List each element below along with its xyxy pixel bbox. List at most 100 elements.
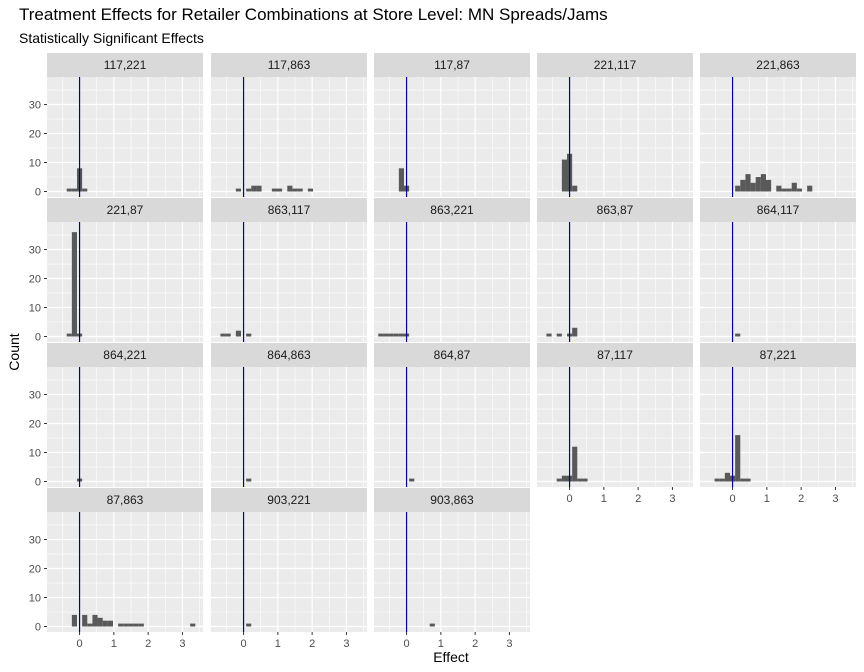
- histogram-bar: [714, 478, 720, 482]
- histogram-bar: [107, 620, 113, 627]
- histogram-bar: [807, 185, 813, 192]
- histogram-bar: [256, 185, 262, 192]
- y-tick-label: 10: [29, 593, 41, 605]
- histogram-bar: [791, 182, 797, 192]
- histogram-bar: [766, 179, 772, 192]
- histogram-bar: [246, 333, 252, 337]
- histogram-bar: [71, 614, 77, 627]
- facet-label: 864,87: [434, 348, 471, 362]
- facet-strip: [700, 198, 856, 222]
- histogram-bar: [138, 623, 144, 627]
- histogram-bar: [398, 333, 404, 337]
- x-tick-label: 2: [145, 638, 151, 650]
- histogram-bar: [745, 478, 751, 482]
- facet-label: 117,87: [434, 58, 470, 72]
- facet-label: 864,863: [267, 348, 311, 362]
- facet-strip: [374, 198, 530, 222]
- panel-background: [537, 77, 693, 197]
- facet-strip: [374, 53, 530, 77]
- y-tick-label: 20: [29, 274, 41, 286]
- facet-strip: [211, 343, 367, 367]
- histogram-bar: [292, 188, 298, 192]
- x-tick-label: 1: [601, 493, 607, 505]
- histogram-bar: [561, 159, 567, 192]
- histogram-bar: [781, 188, 787, 192]
- histogram-bar: [735, 333, 741, 337]
- facet-label: 903,863: [430, 493, 474, 507]
- histogram-bar: [128, 623, 134, 627]
- panel-background: [374, 222, 530, 342]
- histogram-bar: [246, 188, 252, 192]
- panel-background: [211, 77, 367, 197]
- histogram-bar: [409, 478, 415, 482]
- facet-label: 87,117: [597, 348, 633, 362]
- histogram-bar: [220, 333, 226, 337]
- facet-strip: [537, 53, 693, 77]
- histogram-bar: [429, 623, 435, 627]
- histogram-bar: [582, 478, 588, 482]
- histogram-bar: [287, 185, 293, 192]
- histogram-bar: [246, 478, 252, 482]
- x-tick-label: 2: [798, 493, 804, 505]
- histogram-bar: [235, 188, 241, 192]
- panel-background: [700, 77, 856, 197]
- histogram-bar: [66, 188, 72, 192]
- histogram-bar: [378, 333, 384, 337]
- histogram-bar: [102, 620, 108, 627]
- panel-background: [374, 77, 530, 197]
- y-tick-label: 30: [29, 535, 41, 547]
- histogram-bar: [796, 188, 802, 192]
- x-tick-label: 0: [241, 638, 247, 650]
- y-tick-label: 0: [35, 476, 41, 488]
- panel-background: [537, 222, 693, 342]
- histogram-bar: [133, 623, 139, 627]
- histogram-bar: [572, 185, 578, 192]
- panel-background: [374, 367, 530, 487]
- panel-background: [47, 222, 203, 342]
- facet-strip: [700, 343, 856, 367]
- panel-background: [47, 77, 203, 197]
- facet-strip: [47, 343, 203, 367]
- histogram-bar: [556, 478, 562, 482]
- histogram-bar: [546, 333, 552, 337]
- x-tick-label: 3: [669, 493, 675, 505]
- histogram-bar: [251, 185, 257, 192]
- facet-strip: [47, 198, 203, 222]
- histogram-bar: [190, 623, 196, 627]
- histogram-bar: [745, 174, 751, 192]
- y-tick-label: 20: [29, 129, 41, 141]
- histogram-bar: [561, 475, 567, 482]
- facet-label: 221,863: [756, 58, 800, 72]
- histogram-bar: [66, 333, 72, 337]
- facet-label: 87,221: [760, 348, 797, 362]
- facet-strip: [211, 488, 367, 512]
- panel-background: [700, 222, 856, 342]
- histogram-bar: [71, 232, 77, 337]
- x-axis-title: Effect: [433, 649, 469, 665]
- histogram-bar: [577, 478, 583, 482]
- x-tick-label: 0: [567, 493, 573, 505]
- x-tick-label: 2: [472, 638, 478, 650]
- x-tick-label: 0: [77, 638, 83, 650]
- histogram-bar: [572, 327, 578, 337]
- histogram-bar: [750, 182, 756, 192]
- x-tick-label: 1: [438, 638, 444, 650]
- histogram-bar: [87, 623, 93, 627]
- facet-label: 864,221: [103, 348, 147, 362]
- panel-background: [47, 512, 203, 632]
- y-axis-title: Count: [6, 333, 22, 370]
- y-tick-label: 20: [29, 419, 41, 431]
- x-tick-label: 1: [275, 638, 281, 650]
- panel-background: [211, 222, 367, 342]
- histogram-bar: [398, 168, 404, 192]
- x-tick-label: 3: [179, 638, 185, 650]
- facet-label: 863,87: [597, 203, 634, 217]
- chart-subtitle: Statistically Significant Effects: [19, 30, 204, 46]
- x-tick-label: 3: [832, 493, 838, 505]
- facet-label: 863,221: [430, 203, 474, 217]
- histogram-bar: [297, 188, 303, 192]
- y-tick-label: 10: [29, 448, 41, 460]
- facet-strip: [537, 343, 693, 367]
- y-tick-label: 20: [29, 564, 41, 576]
- x-tick-label: 2: [309, 638, 315, 650]
